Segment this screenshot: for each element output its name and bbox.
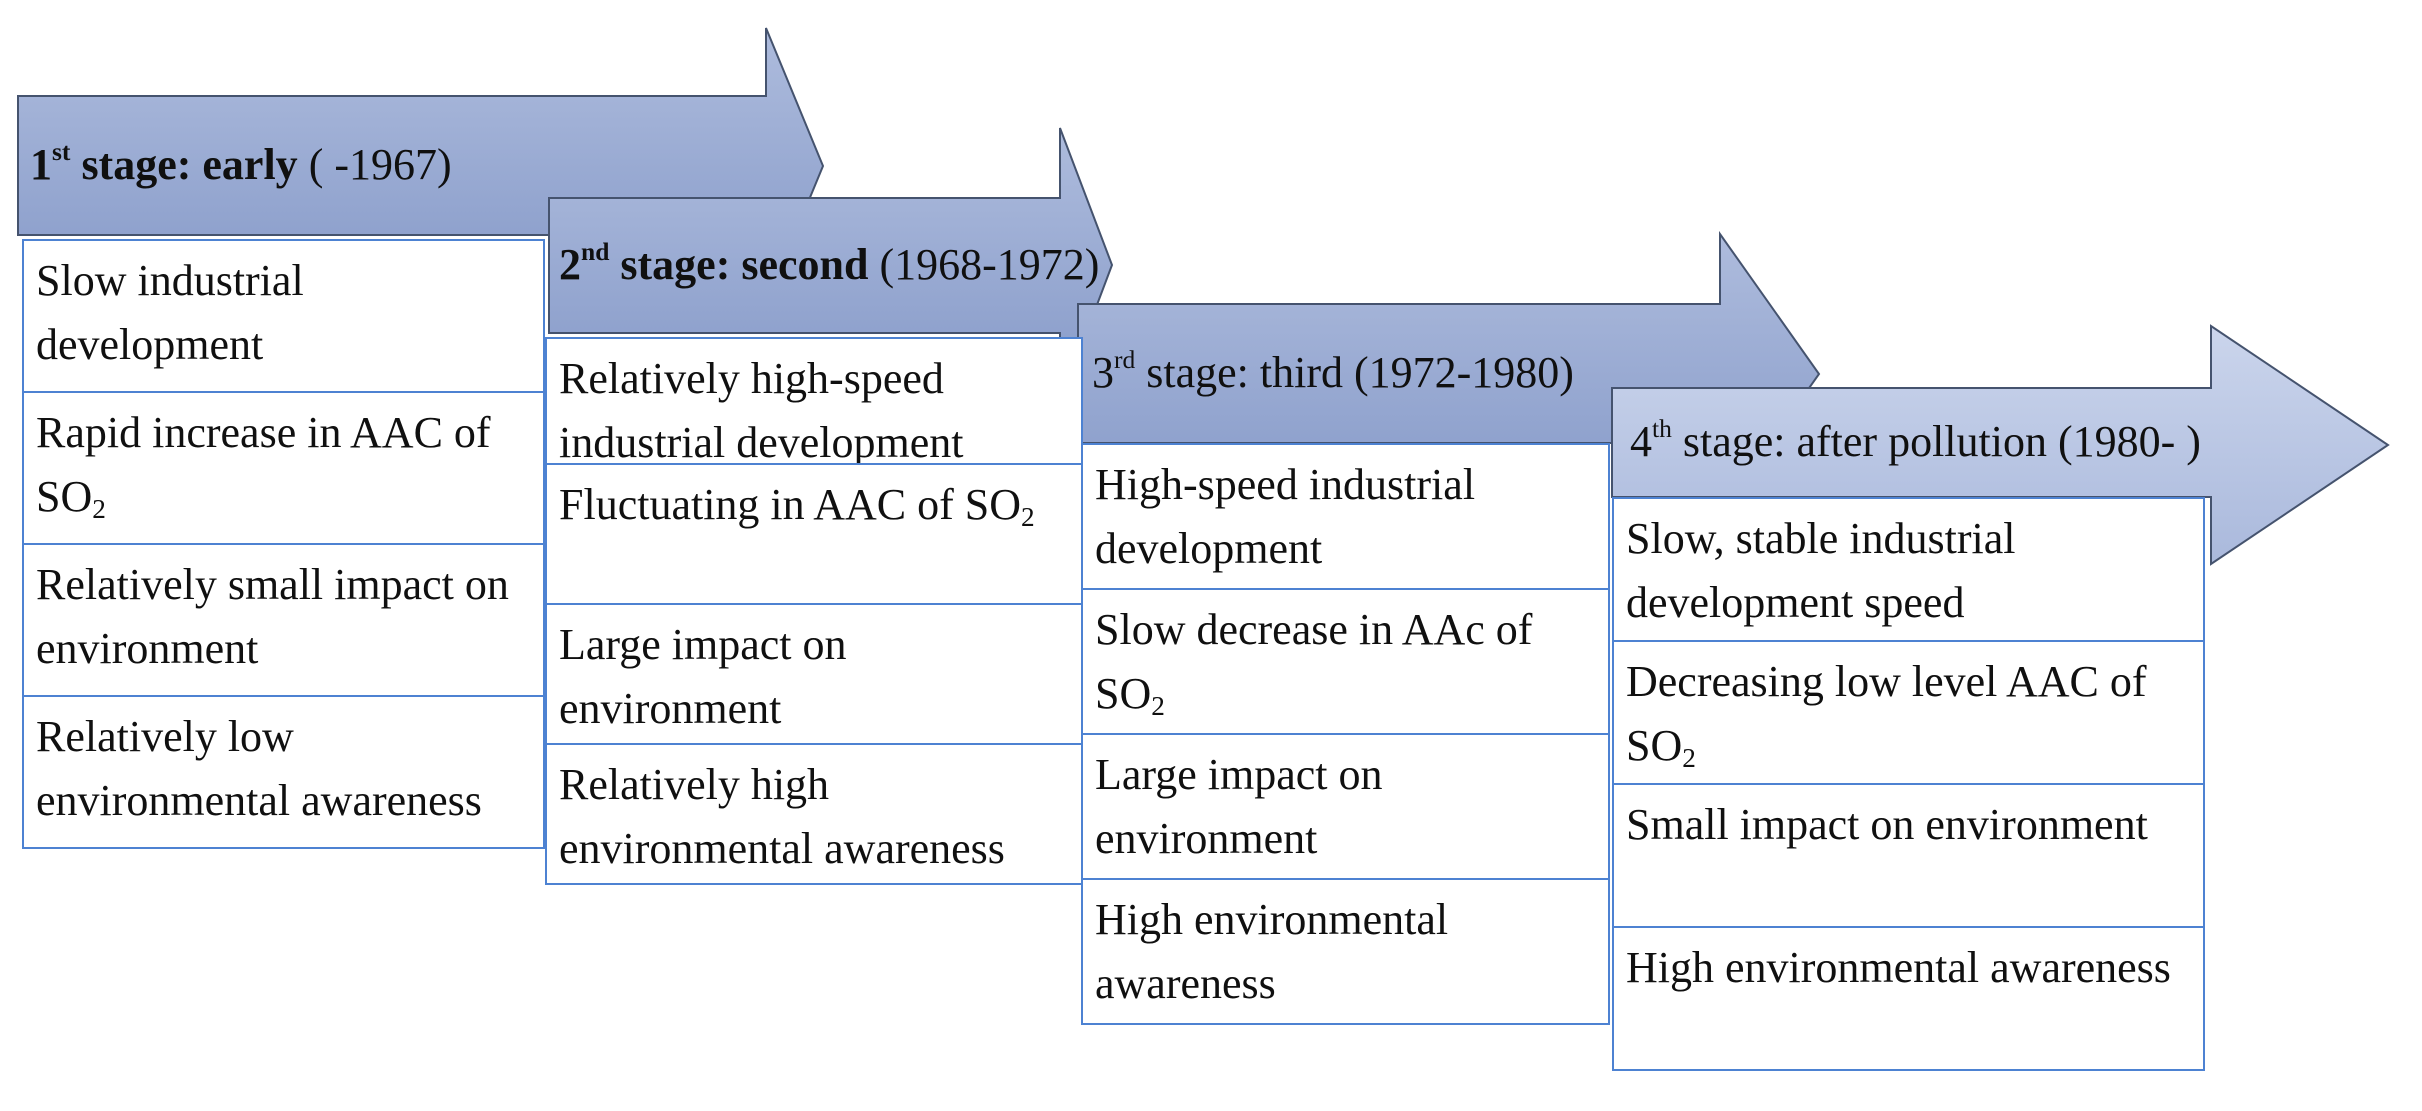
item-text: Relatively low environmental awareness [36, 712, 482, 825]
stage-3-years: (1972-1980) [1354, 348, 1574, 398]
item-text: Slow, stable industrial development spee… [1626, 514, 2016, 627]
stage-4-item-2: Decreasing low level AAC of SO2 [1612, 640, 2205, 785]
stage-1-number: 1 [30, 140, 52, 190]
stage-2-years: (1968-1972) [879, 240, 1100, 290]
item-text: High environmental awareness [1626, 943, 2171, 992]
stage-1-item-1: Slow industrial development [22, 239, 545, 393]
item-text: Fluctuating in AAC of SO [559, 480, 1022, 529]
stage-3-number: 3 [1092, 348, 1114, 398]
item-text: Relatively small impact on environment [36, 560, 509, 673]
item-text: Slow industrial development [36, 256, 304, 369]
stage-3-item-2: Slow decrease in AAc of SO2 [1081, 588, 1610, 735]
stage-1-years: ( -1967) [308, 140, 452, 190]
stage-2-title: stage: second [609, 240, 880, 290]
stage-3-item-4: High environmental awareness [1081, 878, 1610, 1025]
item-text: Large impact on environment [1095, 750, 1383, 863]
stage-2-item-2: Fluctuating in AAC of SO2 [545, 463, 1083, 605]
stage-3-ordinal: rd [1114, 344, 1136, 374]
stage-3-item-3: Large impact on environment [1081, 733, 1610, 880]
item-text: Small impact on environment [1626, 800, 2148, 849]
stage-4-number: 4 [1630, 417, 1652, 467]
item-text: Rapid increase in AAC of SO [36, 408, 491, 521]
stage-2-ordinal: nd [581, 236, 610, 266]
item-text: Large impact on environment [559, 620, 847, 733]
stage-4-item-1: Slow, stable industrial development spee… [1612, 497, 2205, 642]
stage-2-item-4: Relatively high environmental awareness [545, 743, 1083, 885]
item-text: Decreasing low level AAC of SO [1626, 657, 2147, 770]
stage-1-title: stage: early [70, 140, 309, 190]
stage-2-item-3: Large impact on environment [545, 603, 1083, 745]
stage-4-title: stage: after pollution [1671, 417, 2058, 467]
item-subscript: 2 [1682, 742, 1696, 773]
stage-1-item-2: Rapid increase in AAC of SO2 [22, 391, 545, 545]
stage-2-item-1: Relatively high-speed industrial develop… [545, 337, 1083, 467]
item-text: Slow decrease in AAc of SO [1095, 605, 1533, 718]
stage-4-ordinal: th [1652, 413, 1672, 443]
stage-2-number: 2 [559, 240, 581, 290]
stage-1-item-4: Relatively low environmental awareness [22, 695, 545, 849]
item-text: High-speed industrial development [1095, 460, 1476, 573]
stage-1-item-3: Relatively small impact on environment [22, 543, 545, 697]
item-subscript: 2 [92, 493, 106, 524]
item-text: High environmental awareness [1095, 895, 1449, 1008]
stage-4-item-3: Small impact on environment [1612, 783, 2205, 928]
stage-4-item-4: High environmental awareness [1612, 926, 2205, 1071]
stage-3-item-1: High-speed industrial development [1081, 443, 1610, 590]
item-text: Relatively high-speed industrial develop… [559, 354, 964, 467]
stage-4-years: (1980- ) [2057, 417, 2201, 467]
stage-1-ordinal: st [52, 136, 71, 166]
item-subscript: 2 [1021, 501, 1035, 532]
stage-3-title: stage: third [1135, 348, 1354, 398]
item-text: Relatively high environmental awareness [559, 760, 1005, 873]
item-subscript: 2 [1151, 690, 1165, 721]
